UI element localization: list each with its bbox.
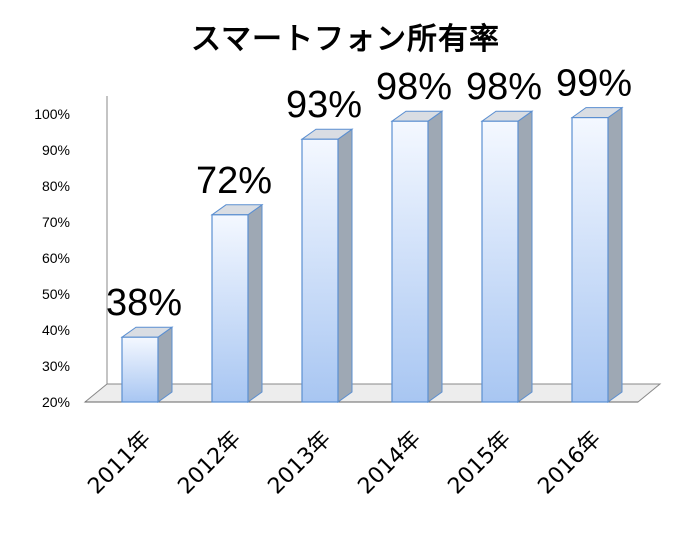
bar-side bbox=[247, 203, 263, 403]
bars-layer bbox=[120, 106, 624, 403]
bar bbox=[120, 326, 174, 403]
y-tick-label: 80% bbox=[42, 178, 70, 194]
bar-front bbox=[481, 120, 519, 403]
data-label: 72% bbox=[196, 160, 272, 202]
data-label: 98% bbox=[466, 66, 542, 108]
x-tick-label: 2015年 bbox=[443, 427, 516, 500]
bar-side bbox=[607, 106, 623, 403]
bar-front bbox=[391, 120, 429, 403]
data-label: 93% bbox=[286, 84, 362, 126]
x-tick-label: 2014年 bbox=[353, 427, 426, 500]
y-tick-label: 20% bbox=[42, 394, 70, 410]
chart-title: スマートフォン所有率 bbox=[190, 22, 501, 57]
data-label: 38% bbox=[106, 282, 182, 324]
bar-front bbox=[301, 138, 339, 403]
y-tick-label: 30% bbox=[42, 358, 70, 374]
y-tick-label: 60% bbox=[42, 250, 70, 266]
bar-side bbox=[337, 128, 353, 403]
y-tick-label: 40% bbox=[42, 322, 70, 338]
bar bbox=[480, 110, 534, 403]
x-tick-label: 2016年 bbox=[533, 427, 606, 500]
bar bbox=[570, 106, 624, 403]
bar-side bbox=[157, 326, 173, 403]
bar-front bbox=[571, 116, 609, 403]
bar bbox=[390, 110, 444, 403]
labels-layer: 38% 2011年 72% 2012年 93% 2013年 98% 2014年 98% 2015年… bbox=[83, 63, 632, 500]
data-label: 99% bbox=[556, 63, 632, 105]
y-tick-label: 90% bbox=[42, 142, 70, 158]
bar bbox=[300, 128, 354, 403]
x-tick-label: 2013年 bbox=[263, 427, 336, 500]
x-tick-label: 2012年 bbox=[173, 427, 246, 500]
y-tick-label: 50% bbox=[42, 286, 70, 302]
bar bbox=[210, 203, 264, 403]
bar-front bbox=[121, 336, 159, 403]
bar-front bbox=[211, 214, 249, 403]
y-tick-label: 70% bbox=[42, 214, 70, 230]
bar-side bbox=[427, 110, 443, 403]
data-label: 98% bbox=[376, 66, 452, 108]
x-tick-label: 2011年 bbox=[83, 427, 156, 500]
y-tick-label: 100% bbox=[34, 106, 70, 122]
bar-side bbox=[517, 110, 533, 403]
